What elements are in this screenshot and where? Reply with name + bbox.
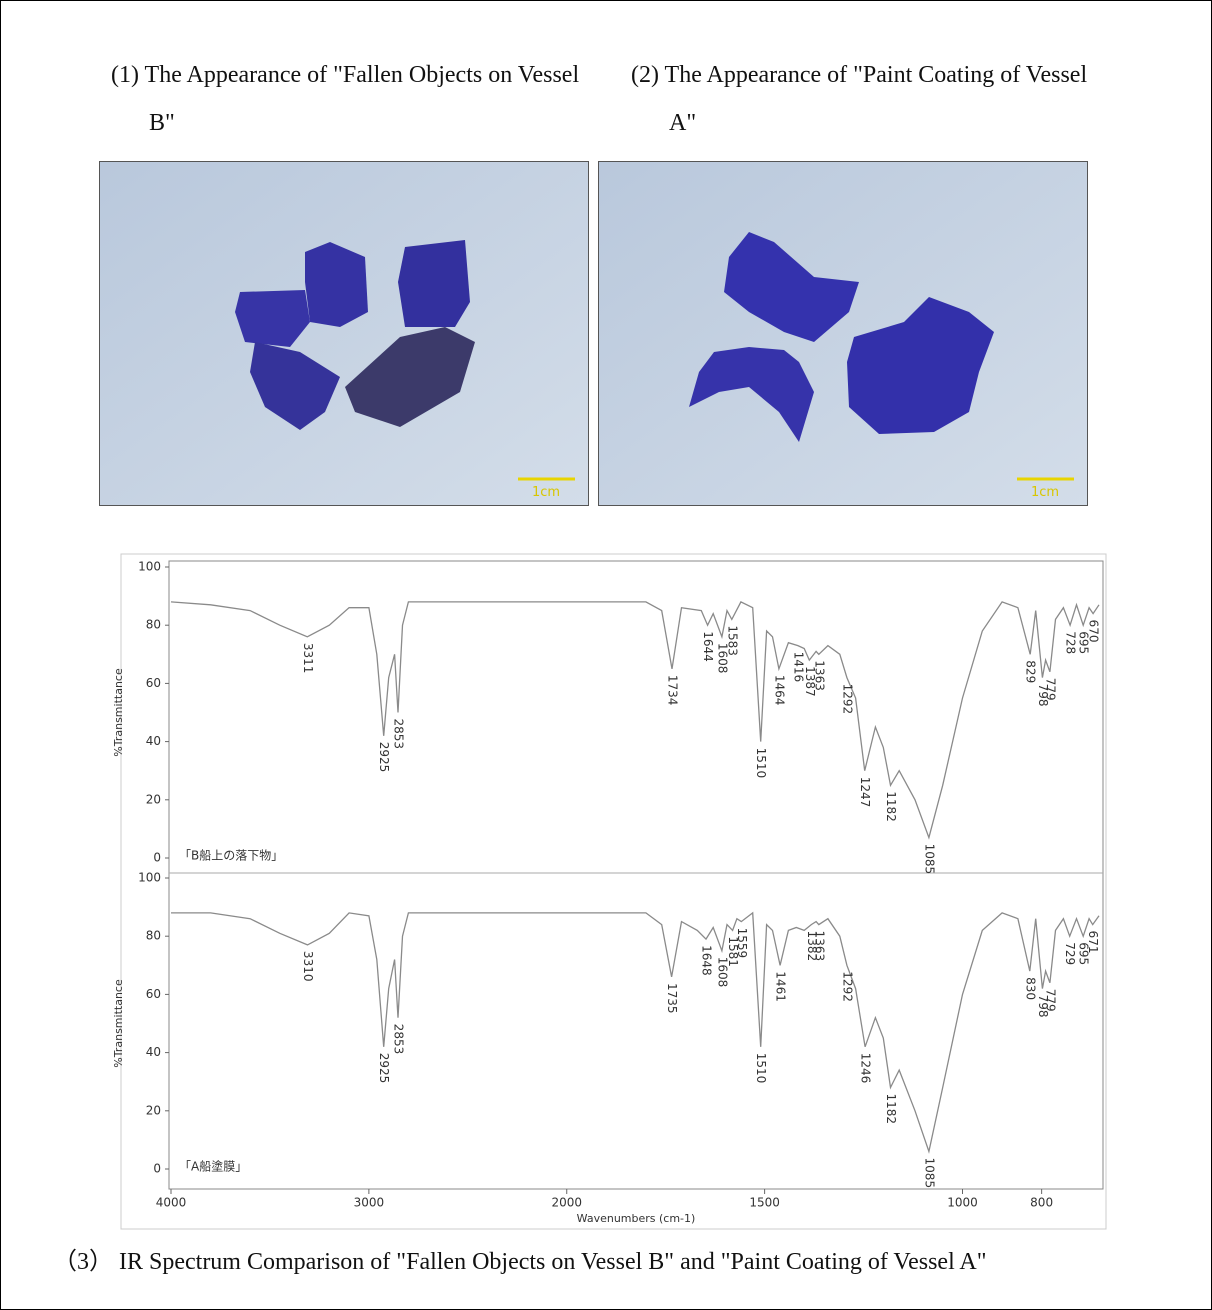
- peak-label: 1182: [884, 1094, 898, 1125]
- y-tick-label: 100: [138, 871, 161, 885]
- x-tick-label: 800: [1030, 1196, 1053, 1210]
- peak-label: 1246: [859, 1053, 873, 1084]
- peak-label: 798: [1036, 684, 1050, 707]
- scale-label: 1cm: [532, 485, 560, 500]
- y-tick-label: 0: [153, 851, 161, 865]
- peak-label: 1382: [805, 931, 819, 962]
- peak-label: 1387: [803, 666, 817, 697]
- y-tick-label: 20: [146, 1103, 161, 1117]
- peak-label: 829: [1024, 660, 1038, 683]
- photo-paint-coating: 1cm: [598, 161, 1088, 506]
- peak-label: 1292: [840, 971, 854, 1002]
- peak-label: 670: [1087, 620, 1101, 643]
- peak-label: 830: [1023, 977, 1037, 1000]
- peak-label: 1510: [754, 1053, 768, 1084]
- peak-label: 1559: [735, 928, 749, 959]
- y-axis-label: %Transmittance: [112, 979, 125, 1068]
- x-tick-label: 1500: [749, 1196, 780, 1210]
- peak-label: 2853: [391, 1024, 405, 1055]
- peak-label: 1581: [726, 936, 740, 967]
- x-axis-label: Wavenumbers (cm-1): [577, 1212, 696, 1225]
- y-tick-label: 20: [146, 792, 161, 806]
- x-tick-label: 3000: [354, 1196, 385, 1210]
- y-tick-label: 0: [153, 1162, 161, 1176]
- photo-fallen-objects: 1cm: [99, 161, 589, 506]
- peak-label: 695: [1077, 942, 1091, 965]
- peak-label: 1510: [754, 748, 768, 779]
- x-tick-label: 4000: [156, 1196, 187, 1210]
- peak-label: 1648: [700, 945, 714, 976]
- peak-label: 2925: [377, 1053, 391, 1084]
- peak-label: 1464: [772, 675, 786, 706]
- y-tick-label: 80: [146, 929, 161, 943]
- peak-label: 1734: [666, 675, 680, 706]
- scale-label: 1cm: [1031, 485, 1059, 500]
- peak-label: 1608: [715, 957, 729, 988]
- ir-spectra: 0 20 40 60 80 100 %Transmittance 「B船上の落下物」 3311 2…: [112, 553, 1107, 1230]
- peak-label: 695: [1077, 631, 1091, 654]
- peak-label: 1583: [725, 625, 739, 656]
- y-axis-label: %Transmittance: [112, 668, 125, 757]
- peak-label: 1644: [701, 631, 715, 662]
- x-tick-label: 1000: [947, 1196, 978, 1210]
- x-tick-label: 2000: [551, 1196, 582, 1210]
- peak-label: 779: [1043, 989, 1057, 1012]
- y-tick-label: 40: [146, 1045, 161, 1059]
- y-tick-label: 80: [146, 618, 161, 632]
- y-tick-label: 40: [146, 734, 161, 748]
- panel-caption: (1) The Appearance of "Fallen Objects on…: [111, 62, 580, 136]
- spectrum-line: [171, 911, 1100, 1154]
- figure-caption: （3） IR Spectrum Comparison of "Fallen Ob…: [53, 1249, 987, 1275]
- y-tick-label: 60: [146, 987, 161, 1001]
- peak-label: 779: [1043, 678, 1057, 701]
- peak-label: 2853: [391, 719, 405, 750]
- peak-label: 1247: [858, 777, 872, 808]
- peak-label: 1735: [665, 983, 679, 1014]
- peak-label: 671: [1086, 931, 1100, 954]
- peak-label: 1461: [774, 971, 788, 1002]
- peak-label: 1085: [922, 1158, 936, 1189]
- y-tick-label: 60: [146, 676, 161, 690]
- peak-label: 798: [1036, 995, 1050, 1018]
- peak-label: 3310: [301, 951, 315, 982]
- y-tick-label: 100: [138, 560, 161, 574]
- panel-annotation: 「B船上の落下物」: [179, 849, 283, 863]
- peak-label: 729: [1063, 942, 1077, 965]
- peak-label: 3311: [301, 643, 315, 674]
- spectrum-line: [170, 601, 1100, 840]
- peak-label: 1292: [840, 684, 854, 715]
- peak-label: 1363: [812, 660, 826, 691]
- peak-label: 1416: [791, 652, 805, 683]
- peak-label: 1608: [715, 643, 729, 674]
- peak-label: 1182: [884, 791, 898, 822]
- peak-label: 728: [1064, 631, 1078, 654]
- panel-caption: (2) The Appearance of "Paint Coating of …: [631, 62, 1088, 136]
- peak-label: 1363: [812, 931, 826, 962]
- peak-label: 1085: [922, 844, 936, 875]
- panel-annotation: 「A船塗膜」: [179, 1159, 247, 1174]
- peak-label: 2925: [377, 742, 391, 773]
